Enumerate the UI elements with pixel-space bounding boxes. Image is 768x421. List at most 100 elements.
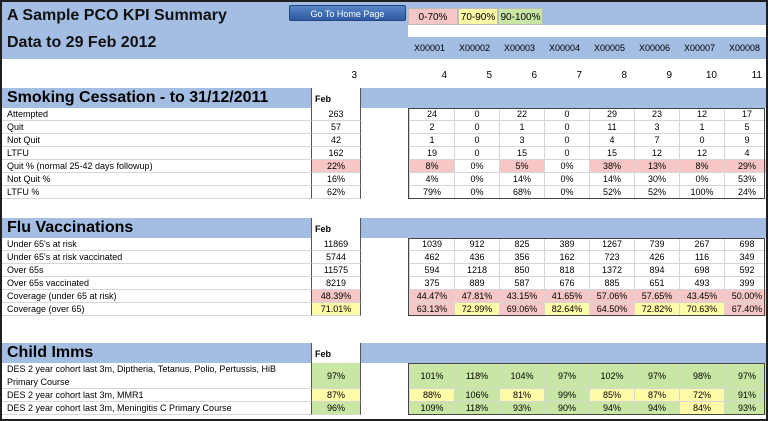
value-cell[interactable]: 87%	[634, 389, 679, 402]
value-cell[interactable]: 85%	[589, 389, 634, 402]
value-cell[interactable]: 0%	[454, 160, 499, 173]
value-cell[interactable]: 38%	[589, 160, 634, 173]
total-cell[interactable]: 48.39%	[311, 290, 361, 303]
value-cell[interactable]: 24	[409, 108, 454, 121]
total-cell[interactable]: 97%	[311, 363, 361, 389]
value-cell[interactable]: 0	[544, 121, 589, 134]
value-cell[interactable]: 1372	[589, 264, 634, 277]
value-cell[interactable]: 267	[679, 238, 724, 251]
value-cell[interactable]: 12	[634, 147, 679, 160]
value-cell[interactable]: 2	[409, 121, 454, 134]
value-cell[interactable]: 12	[679, 147, 724, 160]
value-cell[interactable]: 7	[634, 134, 679, 147]
value-cell[interactable]: 102%	[589, 363, 634, 389]
value-cell[interactable]: 104%	[499, 363, 544, 389]
total-cell[interactable]: 71.01%	[311, 303, 361, 316]
total-cell[interactable]: 162	[311, 147, 361, 160]
value-cell[interactable]: 594	[409, 264, 454, 277]
value-cell[interactable]: 0	[544, 108, 589, 121]
value-cell[interactable]: 698	[679, 264, 724, 277]
value-cell[interactable]: 1218	[454, 264, 499, 277]
value-cell[interactable]: 5%	[499, 160, 544, 173]
value-cell[interactable]: 818	[544, 264, 589, 277]
value-cell[interactable]: 116	[679, 251, 724, 264]
value-cell[interactable]: 98%	[679, 363, 724, 389]
value-cell[interactable]: 5	[724, 121, 766, 134]
total-cell[interactable]: 16%	[311, 173, 361, 186]
value-cell[interactable]: 14%	[499, 173, 544, 186]
value-cell[interactable]: 72%	[679, 389, 724, 402]
value-cell[interactable]: 97%	[544, 363, 589, 389]
value-cell[interactable]: 4	[724, 147, 766, 160]
value-cell[interactable]: 1039	[409, 238, 454, 251]
value-cell[interactable]: 1	[679, 121, 724, 134]
value-cell[interactable]: 30%	[634, 173, 679, 186]
total-cell[interactable]: 57	[311, 121, 361, 134]
value-cell[interactable]: 651	[634, 277, 679, 290]
total-cell[interactable]: 11869	[311, 238, 361, 251]
value-cell[interactable]: 17	[724, 108, 766, 121]
value-cell[interactable]: 3	[634, 121, 679, 134]
value-cell[interactable]: 0%	[544, 173, 589, 186]
total-cell[interactable]: 22%	[311, 160, 361, 173]
go-home-button[interactable]: Go To Home Page	[289, 5, 406, 21]
value-cell[interactable]: 23	[634, 108, 679, 121]
total-cell[interactable]: 87%	[311, 389, 361, 402]
value-cell[interactable]: 0%	[679, 173, 724, 186]
value-cell[interactable]: 14%	[589, 173, 634, 186]
value-cell[interactable]: 118%	[454, 363, 499, 389]
value-cell[interactable]: 15	[589, 147, 634, 160]
value-cell[interactable]: 43.15%	[499, 290, 544, 303]
value-cell[interactable]: 81%	[499, 389, 544, 402]
total-cell[interactable]: 96%	[311, 402, 361, 415]
value-cell[interactable]: 57.65%	[634, 290, 679, 303]
value-cell[interactable]: 850	[499, 264, 544, 277]
value-cell[interactable]: 349	[724, 251, 766, 264]
value-cell[interactable]: 399	[724, 277, 766, 290]
value-cell[interactable]: 50.00%	[724, 290, 766, 303]
value-cell[interactable]: 88%	[409, 389, 454, 402]
value-cell[interactable]: 894	[634, 264, 679, 277]
value-cell[interactable]: 22	[499, 108, 544, 121]
value-cell[interactable]: 106%	[454, 389, 499, 402]
value-cell[interactable]: 47.81%	[454, 290, 499, 303]
value-cell[interactable]: 0%	[454, 173, 499, 186]
value-cell[interactable]: 29%	[724, 160, 766, 173]
value-cell[interactable]: 12	[679, 108, 724, 121]
value-cell[interactable]: 162	[544, 251, 589, 264]
value-cell[interactable]: 19	[409, 147, 454, 160]
value-cell[interactable]: 739	[634, 238, 679, 251]
value-cell[interactable]: 698	[724, 238, 766, 251]
value-cell[interactable]: 389	[544, 238, 589, 251]
value-cell[interactable]: 101%	[409, 363, 454, 389]
value-cell[interactable]: 4%	[409, 173, 454, 186]
value-cell[interactable]: 0	[454, 108, 499, 121]
value-cell[interactable]: 3	[499, 134, 544, 147]
value-cell[interactable]: 676	[544, 277, 589, 290]
value-cell[interactable]: 44.47%	[409, 290, 454, 303]
value-cell[interactable]: 587	[499, 277, 544, 290]
value-cell[interactable]: 11	[589, 121, 634, 134]
value-cell[interactable]: 0	[454, 121, 499, 134]
value-cell[interactable]: 43.45%	[679, 290, 724, 303]
value-cell[interactable]: 9	[724, 134, 766, 147]
value-cell[interactable]: 889	[454, 277, 499, 290]
value-cell[interactable]: 99%	[544, 389, 589, 402]
total-cell[interactable]: 11575	[311, 264, 361, 277]
value-cell[interactable]: 0	[454, 147, 499, 160]
value-cell[interactable]: 97%	[724, 363, 766, 389]
value-cell[interactable]: 825	[499, 238, 544, 251]
value-cell[interactable]: 91%	[724, 389, 766, 402]
value-cell[interactable]: 436	[454, 251, 499, 264]
value-cell[interactable]: 0	[544, 134, 589, 147]
value-cell[interactable]: 1267	[589, 238, 634, 251]
value-cell[interactable]: 912	[454, 238, 499, 251]
value-cell[interactable]: 97%	[634, 363, 679, 389]
value-cell[interactable]: 493	[679, 277, 724, 290]
value-cell[interactable]: 8%	[409, 160, 454, 173]
value-cell[interactable]: 15	[499, 147, 544, 160]
value-cell[interactable]: 1	[499, 121, 544, 134]
total-cell[interactable]: 8219	[311, 277, 361, 290]
value-cell[interactable]: 0%	[544, 160, 589, 173]
value-cell[interactable]: 375	[409, 277, 454, 290]
